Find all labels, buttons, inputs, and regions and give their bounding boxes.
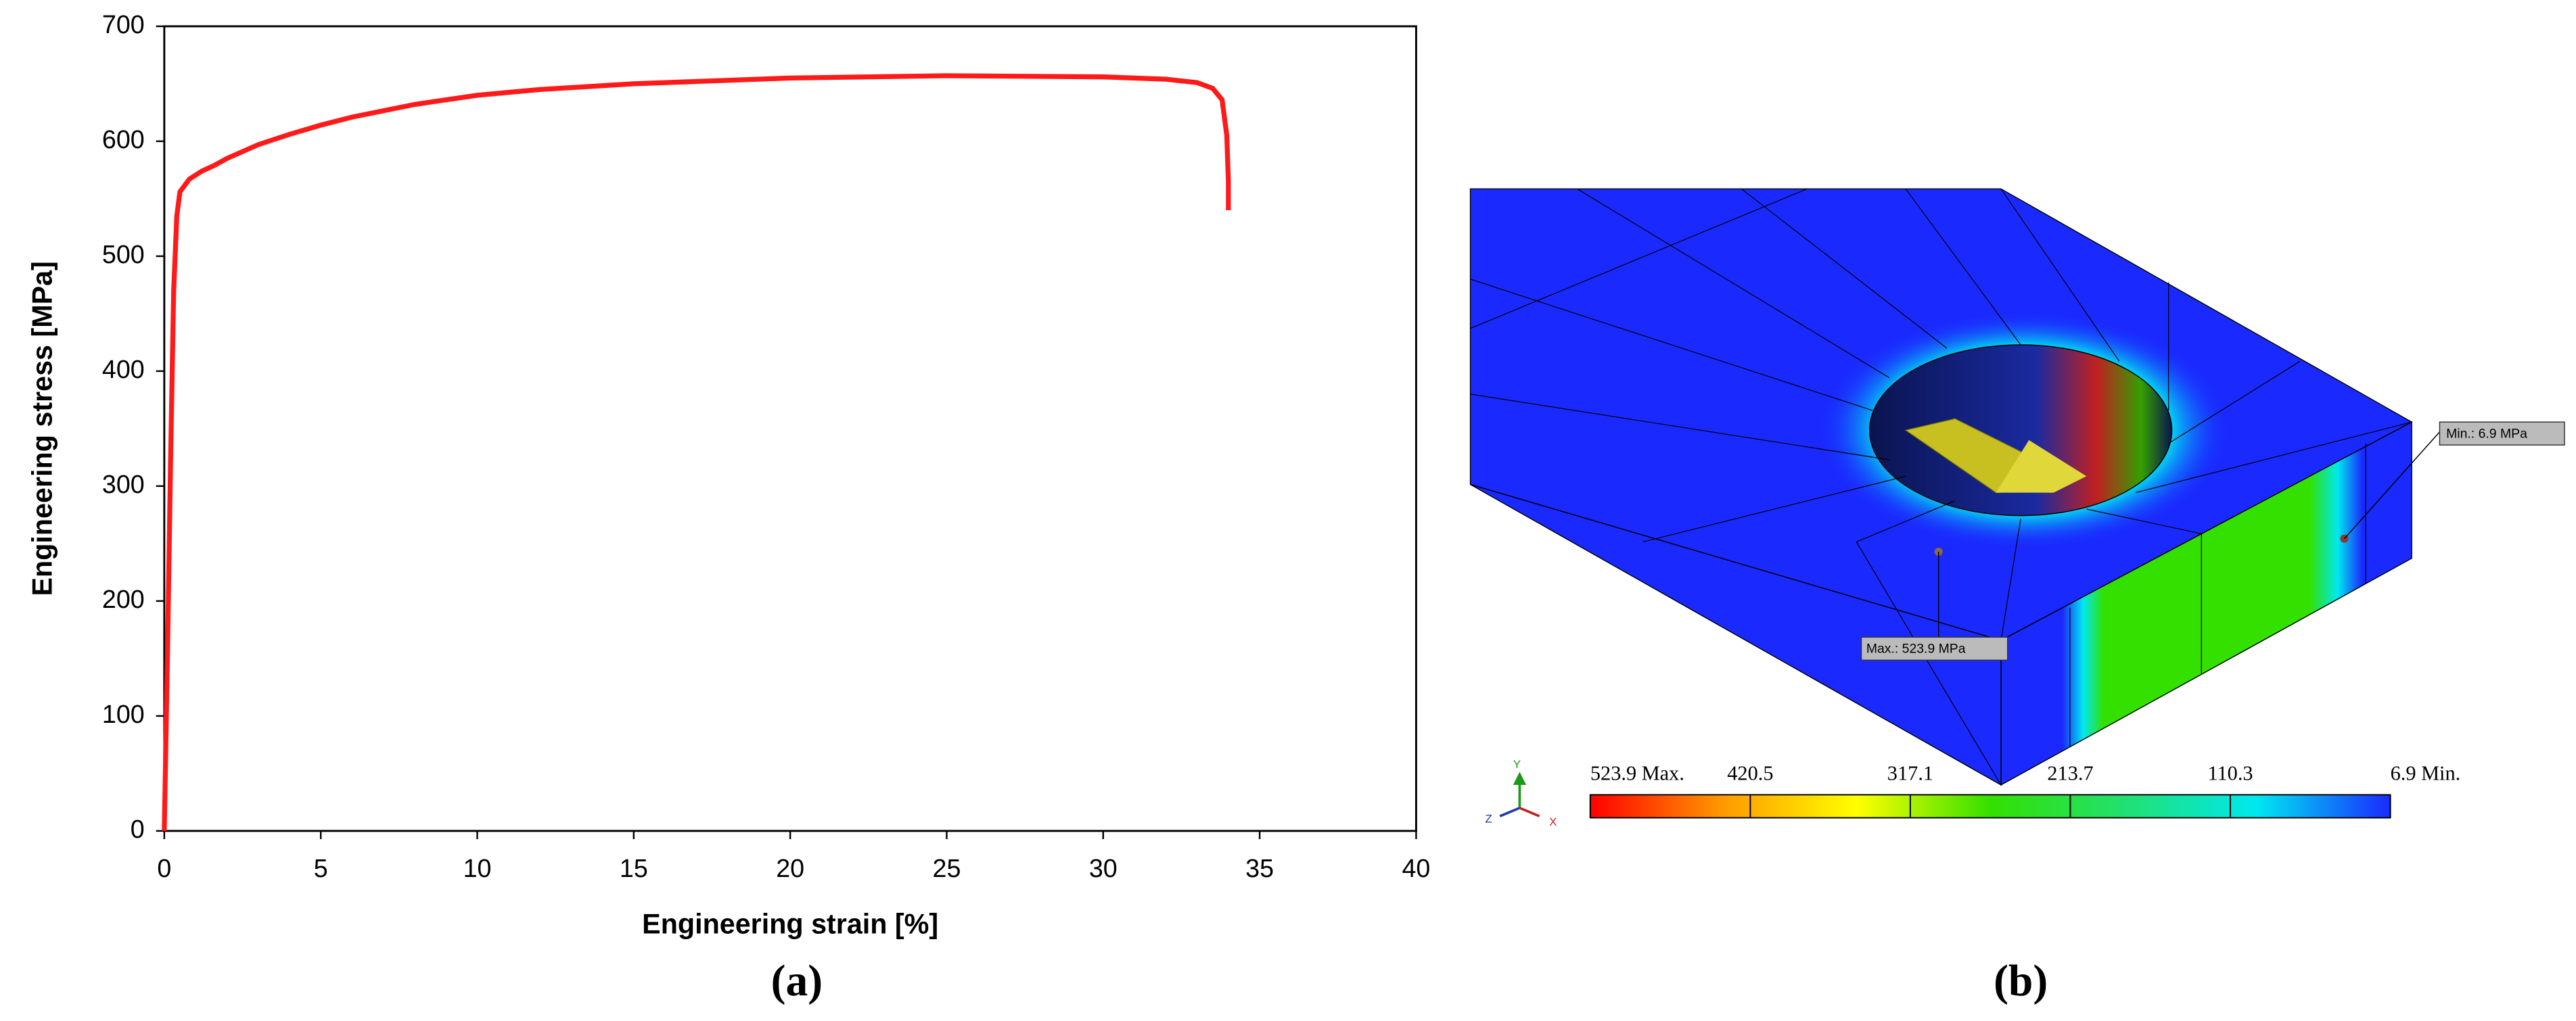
x-tick-label: 20 (776, 854, 804, 882)
y-axis-label: Engineering stress [MPa] (26, 261, 58, 596)
y-tick-label: 100 (102, 700, 145, 728)
x-tick-label: 25 (933, 854, 961, 882)
y-tick-label: 500 (102, 240, 145, 268)
triad-label: X (1549, 815, 1557, 828)
caption: (b) (1994, 957, 2048, 1005)
x-tick-label: 15 (620, 854, 648, 882)
y-tick-label: 700 (102, 10, 145, 39)
y-tick-label: 400 (102, 355, 145, 383)
colorbar-label: 213.7 (2047, 761, 2093, 784)
x-tick-label: 10 (463, 854, 492, 882)
max-annotation: Max.: 523.9 MPa (1866, 642, 1966, 657)
x-tick-label: 0 (157, 854, 171, 882)
y-tick-label: 0 (131, 815, 145, 843)
caption: (a) (771, 957, 823, 1005)
x-tick-label: 35 (1245, 854, 1274, 882)
x-tick-label: 30 (1089, 854, 1118, 882)
stress-strain-curve (162, 73, 1231, 831)
x-axis-label: Engineering strain [%] (642, 909, 938, 940)
min-annotation: Min.: 6.9 MPa (2446, 427, 2527, 442)
triad-label: Z (1485, 812, 1492, 825)
fea-model (1469, 188, 2565, 817)
colorbar-label: 110.3 (2207, 761, 2253, 784)
colorbar-label: 523.9 Max. (1590, 761, 1684, 784)
colorbar (1589, 794, 2391, 819)
colorbar-label: 420.5 (1727, 761, 1773, 784)
y-tick-label: 200 (102, 585, 145, 613)
x-tick-label: 40 (1402, 854, 1430, 882)
triad-label: Y (1513, 758, 1521, 771)
colorbar-label: 6.9 Min. (2391, 761, 2461, 784)
colorbar-label: 317.1 (1887, 761, 1933, 784)
y-tick-label: 300 (102, 470, 145, 498)
x-tick-label: 5 (314, 854, 328, 882)
y-tick-label: 600 (102, 125, 145, 153)
